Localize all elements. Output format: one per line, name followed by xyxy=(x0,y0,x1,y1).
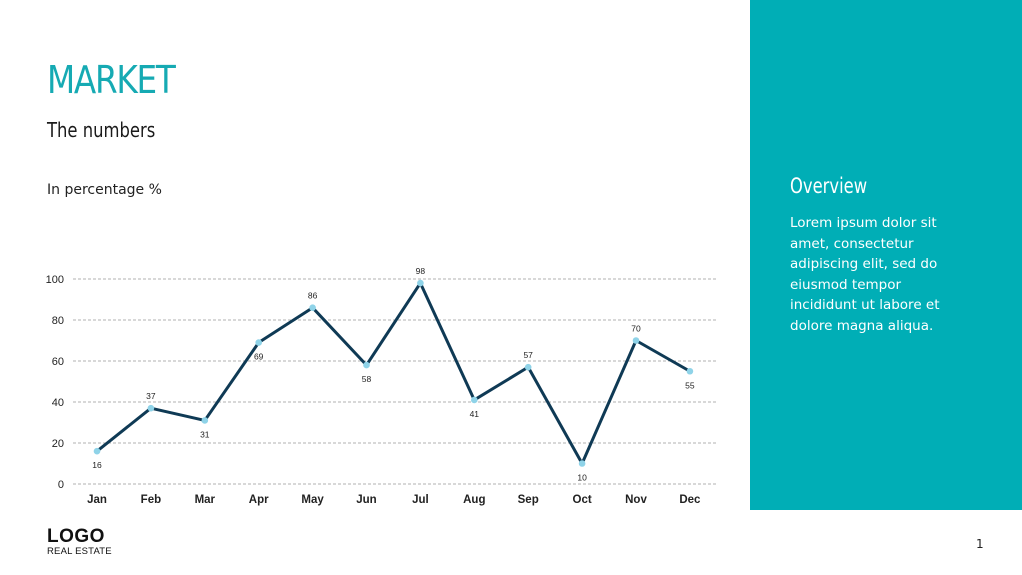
data-label: 86 xyxy=(308,291,318,301)
x-tick-label: Mar xyxy=(195,494,216,506)
y-tick-label: 40 xyxy=(52,397,64,409)
y-tick-label: 100 xyxy=(46,274,64,286)
data-point xyxy=(686,367,694,375)
x-tick-label: Dec xyxy=(679,494,701,506)
x-tick-label: Jan xyxy=(87,494,107,506)
chart-grid xyxy=(73,278,716,485)
data-label: 98 xyxy=(416,266,426,276)
x-tick-label: Apr xyxy=(249,494,269,506)
page-subtitle: The numbers xyxy=(47,118,156,142)
data-point xyxy=(255,339,262,346)
x-axis-ticks: Jan Feb Mar Apr May Jun Jul Aug Sep Oct Nov Dec xyxy=(87,494,701,506)
data-label: 55 xyxy=(685,380,695,390)
data-point xyxy=(363,361,370,369)
overview-heading: Overview xyxy=(790,174,868,198)
page-number: 1 xyxy=(976,537,984,551)
data-point xyxy=(201,417,209,424)
x-tick-label: Jul xyxy=(412,494,429,506)
data-label: 10 xyxy=(577,473,587,483)
y-tick-label: 20 xyxy=(52,438,64,450)
data-label: 37 xyxy=(146,391,156,401)
y-tick-label: 0 xyxy=(58,479,64,491)
series-line xyxy=(96,281,691,465)
data-label: 70 xyxy=(631,324,641,334)
data-point xyxy=(147,404,155,412)
logo: LOGO REAL ESTATE xyxy=(47,527,112,557)
overview-panel: Overview Lorem ipsum dolor sit amet, con… xyxy=(750,0,1022,510)
line-chart: 0 20 40 60 80 100 Jan Feb Mar Apr May Jun Jul Aug Sep… xyxy=(46,266,716,506)
chart-series xyxy=(93,279,694,467)
data-label: 16 xyxy=(92,460,102,470)
data-label: 57 xyxy=(523,350,533,360)
data-label: 31 xyxy=(200,429,210,439)
x-tick-label: Oct xyxy=(573,494,592,506)
data-point xyxy=(417,279,424,287)
y-axis-ticks: 0 20 40 60 80 100 xyxy=(46,274,64,491)
x-tick-label: Nov xyxy=(625,494,647,506)
data-label: 58 xyxy=(362,374,372,384)
y-tick-label: 80 xyxy=(52,315,64,327)
data-label: 69 xyxy=(254,352,264,362)
data-point xyxy=(93,447,101,455)
page-title: MARKET xyxy=(47,58,176,102)
data-point xyxy=(309,304,316,312)
data-label: 41 xyxy=(470,409,480,419)
x-tick-label: May xyxy=(301,494,324,506)
logo-mark: LOGO xyxy=(47,526,105,547)
data-point xyxy=(632,337,640,344)
x-tick-label: Feb xyxy=(141,494,161,506)
x-tick-label: Jun xyxy=(356,494,376,506)
x-tick-label: Aug xyxy=(463,494,485,506)
x-tick-label: Sep xyxy=(518,494,539,506)
overview-body: Lorem ipsum dolor sit amet, consectetur … xyxy=(790,215,940,334)
data-labels: 16 37 31 69 86 58 98 41 57 10 70 55 xyxy=(92,266,695,482)
unit-label: In percentage % xyxy=(47,182,162,198)
data-point xyxy=(524,363,532,371)
y-tick-label: 60 xyxy=(52,356,64,368)
data-point xyxy=(471,396,478,404)
data-point xyxy=(578,460,586,467)
logo-tagline: REAL ESTATE xyxy=(47,546,112,557)
